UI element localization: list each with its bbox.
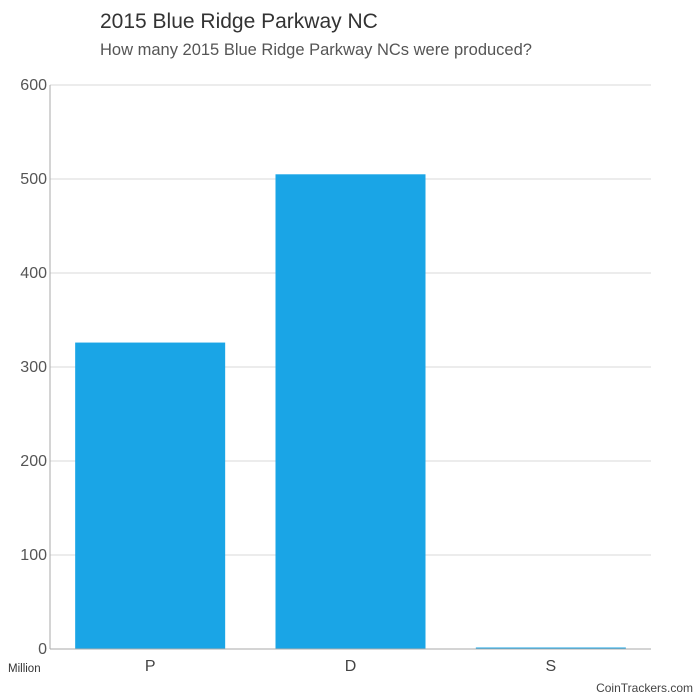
y-tick-label: 400: [20, 265, 47, 282]
y-tick-label: 300: [20, 359, 47, 376]
credit-text: CoinTrackers.com: [596, 681, 693, 695]
y-tick-label: 100: [20, 547, 47, 564]
y-tick-label: 500: [20, 171, 47, 188]
x-tick-label: P: [145, 658, 156, 675]
bar-d[interactable]: [275, 174, 426, 650]
bar-s[interactable]: [475, 647, 626, 650]
unit-label: Million: [8, 663, 41, 675]
bar-p[interactable]: [75, 342, 226, 649]
chart-subtitle: How many 2015 Blue Ridge Parkway NCs wer…: [100, 41, 532, 59]
x-tick-label: S: [545, 658, 556, 675]
y-tick-label: 0: [38, 641, 47, 658]
y-tick-label: 200: [20, 453, 47, 470]
y-tick-label: 600: [20, 77, 47, 94]
y-tick-labels: 0 100 200 300 400 500 600: [20, 77, 47, 658]
x-tick-label: D: [345, 658, 357, 675]
bars: [75, 174, 626, 650]
chart-title: 2015 Blue Ridge Parkway NC: [100, 10, 378, 33]
